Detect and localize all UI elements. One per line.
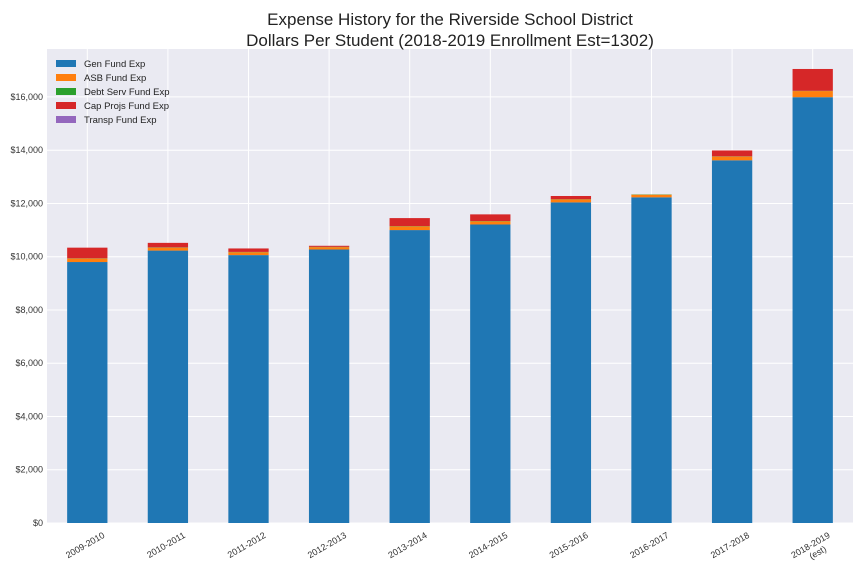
x-tick-label: 2015-2016 [548, 530, 590, 560]
chart-subtitle: Dollars Per Student (2018-2019 Enrollmen… [246, 31, 654, 50]
legend-swatch [56, 88, 76, 95]
bar-segment [550, 202, 592, 523]
legend-swatch [56, 116, 76, 123]
y-tick-label: $12,000 [10, 198, 43, 208]
legend-label: Debt Serv Fund Exp [84, 87, 170, 98]
bar-segment [147, 247, 189, 251]
y-tick-label: $4,000 [15, 411, 43, 421]
bars [67, 68, 833, 524]
bar-segment [792, 91, 833, 98]
legend: Gen Fund Exp ASB Fund Exp Debt Serv Fund E… [56, 59, 170, 126]
x-tick-label: 2013-2014 [386, 530, 428, 560]
bar-segment [67, 262, 108, 523]
x-axis: 2009-2010 2010-2011 2011-2012 2012-2013 2013… [64, 530, 836, 569]
bar-segment [147, 250, 189, 524]
bar-segment [550, 199, 592, 203]
bar-segment [389, 218, 430, 227]
y-tick-label: $10,000 [10, 252, 43, 262]
bar-segment [711, 160, 753, 523]
legend-label: ASB Fund Exp [84, 73, 146, 84]
bar-segment [308, 249, 350, 523]
y-tick-label: $14,000 [10, 145, 43, 155]
bar-segment [67, 258, 108, 263]
x-tick-label: 2014-2015 [467, 530, 509, 560]
legend-swatch [56, 74, 76, 81]
bar-segment [228, 248, 269, 252]
bar-segment [389, 226, 430, 231]
y-tick-label: $16,000 [10, 92, 43, 102]
bar-segment [389, 230, 430, 523]
y-axis: $0 $2,000 $4,000 $6,000 $8,000 $10,000 $12,000… [10, 92, 43, 528]
legend-label: Gen Fund Exp [84, 59, 145, 70]
bar-segment [470, 224, 511, 523]
y-tick-label: $2,000 [15, 465, 43, 475]
y-tick-label: $0 [33, 518, 43, 528]
bar-segment [631, 194, 672, 198]
legend-label: Cap Projs Fund Exp [84, 101, 169, 112]
x-tick-label: 2016-2017 [628, 530, 670, 560]
bar-segment [228, 252, 269, 256]
chart-title: Expense History for the Riverside School… [267, 10, 633, 29]
y-tick-label: $6,000 [15, 358, 43, 368]
bar-segment [147, 242, 189, 248]
legend-swatch [56, 60, 76, 67]
y-tick-label: $8,000 [15, 305, 43, 315]
x-tick-label: 2011-2012 [226, 530, 268, 560]
x-tick-label: 2017-2018 [709, 530, 751, 560]
bar-segment [308, 247, 350, 250]
bar-segment [308, 245, 350, 247]
bar-segment [711, 156, 753, 161]
x-tick-label: 2009-2010 [64, 530, 106, 560]
legend-label: Transp Fund Exp [84, 115, 157, 126]
x-tick-label: 2010-2011 [145, 530, 187, 560]
bar-segment [470, 221, 511, 225]
bar-segment [550, 195, 592, 200]
x-tick-label: 2018-2019(est) [789, 530, 836, 569]
bar-segment [631, 197, 672, 524]
x-tick-label: 2012-2013 [306, 530, 348, 560]
bar-segment [470, 214, 511, 222]
bar-segment [711, 150, 753, 157]
legend-swatch [56, 102, 76, 109]
bar-segment [792, 68, 833, 91]
bar-segment [67, 247, 108, 259]
bar-segment [228, 255, 269, 523]
bar-segment [792, 97, 833, 523]
